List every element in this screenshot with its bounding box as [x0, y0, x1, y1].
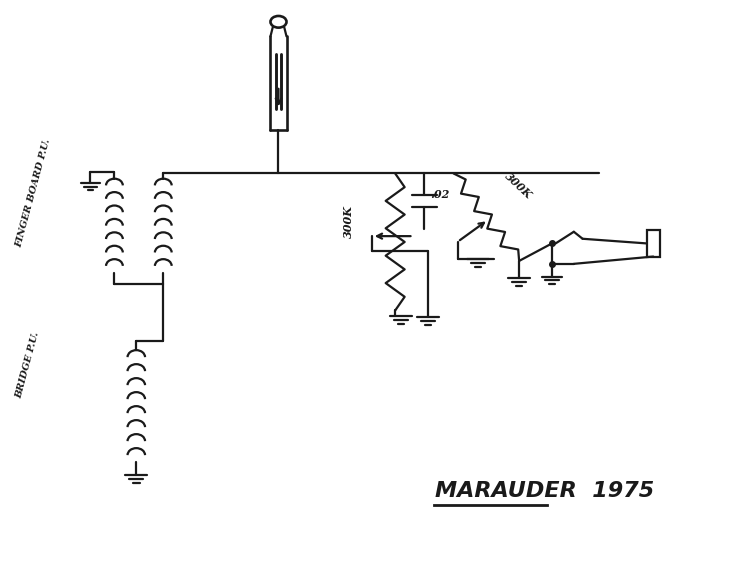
- Text: BRIDGE P.U.: BRIDGE P.U.: [15, 331, 41, 400]
- Text: MARAUDER  1975: MARAUDER 1975: [436, 481, 654, 501]
- Text: 300K: 300K: [343, 205, 354, 238]
- Ellipse shape: [270, 16, 286, 28]
- Text: FINGER BOARD P.U.: FINGER BOARD P.U.: [15, 138, 52, 248]
- Text: .02: .02: [430, 189, 449, 200]
- Text: 300K: 300K: [502, 170, 534, 200]
- Bar: [647, 230, 660, 257]
